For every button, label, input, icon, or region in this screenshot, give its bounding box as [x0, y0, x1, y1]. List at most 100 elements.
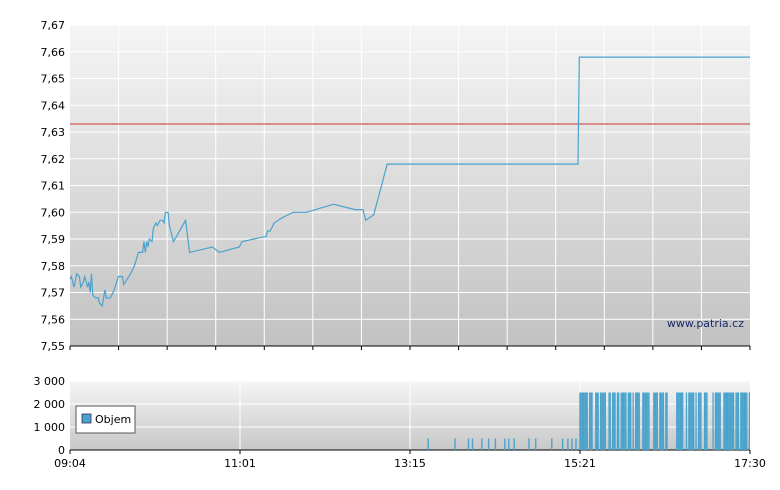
volume-bar: [706, 392, 708, 450]
volume-bar: [635, 392, 637, 450]
volume-bar: [567, 438, 569, 450]
volume-bar: [730, 392, 732, 450]
volume-bar: [645, 392, 648, 450]
volume-bar: [677, 392, 679, 450]
volume-bar: [586, 392, 588, 450]
volume-bar: [622, 392, 625, 450]
volume-bar: [591, 392, 593, 450]
volume-bar: [697, 392, 700, 450]
legend-label: Objem: [95, 413, 131, 426]
price-y-tick-label: 7,59: [41, 233, 66, 246]
volume-bar: [725, 392, 727, 450]
price-line: [69, 56, 750, 308]
volume-bar: [703, 392, 706, 450]
legend-swatch: [81, 413, 92, 424]
volume-bar: [535, 438, 537, 450]
volume-bar: [596, 392, 598, 450]
volume-bar: [636, 392, 638, 450]
volume-bar: [719, 392, 721, 450]
volume-bar: [685, 392, 688, 450]
volume-bar: [508, 438, 510, 450]
volume-bar: [700, 392, 702, 450]
volume-bar: [627, 392, 629, 450]
watermark: www.patria.cz: [667, 317, 744, 330]
volume-bar: [647, 392, 649, 450]
volume-bar: [661, 392, 663, 450]
volume-bar: [654, 392, 656, 450]
volume-bar: [561, 438, 564, 450]
volume-bar: [624, 392, 626, 450]
price-panel: 7,55 7,56 7,57 7,58 7,59 7,60 7,61 7,62 7,63 7,64…: [41, 19, 751, 353]
volume-bar: [728, 392, 730, 450]
volume-bar: [603, 392, 605, 450]
volume-bar: [595, 392, 597, 450]
volume-bar: [682, 392, 684, 450]
volume-bar: [699, 392, 701, 450]
volume-bar: [718, 392, 720, 450]
volume-bar: [638, 392, 640, 450]
volume-bar: [643, 392, 645, 450]
price-y-tick-label: 7,58: [41, 260, 66, 273]
volume-bar: [581, 392, 583, 450]
volume-bar: [679, 392, 681, 450]
volume-bar: [575, 438, 577, 450]
volume-bar: [630, 392, 632, 450]
volume-bar: [612, 392, 614, 450]
volume-y-tick-label: 0: [58, 444, 65, 457]
volume-bar: [676, 392, 678, 450]
volume-bar: [589, 392, 591, 450]
x-tick-label: 15:21: [564, 457, 596, 470]
volume-bar: [597, 392, 599, 450]
volume-bar: [729, 392, 731, 450]
volume-bar: [688, 392, 690, 450]
volume-bar: [551, 438, 553, 450]
volume-bar: [487, 438, 490, 450]
x-tick-label: 09:04: [54, 457, 86, 470]
volume-bar: [580, 392, 582, 450]
price-y-tick-label: 7,57: [41, 287, 66, 300]
volume-bar: [737, 392, 740, 450]
volume-bar: [666, 392, 668, 450]
volume-bar: [717, 392, 719, 450]
volume-bar: [642, 392, 644, 450]
volume-bar: [712, 392, 714, 450]
volume-bar: [745, 392, 747, 450]
price-y-tick-label: 7,67: [41, 19, 66, 32]
volume-bar: [618, 392, 620, 450]
volume-bar: [583, 392, 585, 450]
volume-bar: [621, 392, 623, 450]
volume-bar: [741, 392, 743, 450]
volume-bar: [714, 392, 717, 450]
volume-bar: [690, 392, 692, 450]
price-y-tick-label: 7,60: [41, 206, 66, 219]
volume-bar: [625, 392, 627, 450]
volume-bar: [695, 392, 697, 450]
volume-bar: [608, 392, 610, 450]
volume-bar: [680, 392, 683, 450]
volume-bar: [655, 392, 657, 450]
volume-bar: [678, 392, 680, 450]
volume-bar: [691, 392, 694, 450]
volume-bar: [637, 392, 639, 450]
volume-bar: [613, 392, 615, 450]
volume-bar: [689, 392, 691, 450]
volume-bar: [628, 392, 631, 450]
volume-y-tick-label: 3 000: [34, 375, 66, 388]
volume-bar: [620, 392, 622, 450]
volume-bar: [659, 392, 661, 450]
volume-bar: [653, 392, 655, 450]
volume-bar: [494, 438, 497, 450]
price-y-tick-label: 7,55: [41, 340, 66, 353]
legend-box: [75, 405, 136, 434]
volume-bar: [585, 392, 587, 450]
volume-bar: [614, 392, 616, 450]
x-tick-label: 17:30: [734, 457, 766, 470]
volume-bar: [609, 392, 611, 450]
volume-bar: [616, 392, 619, 450]
volume-bar: [454, 438, 456, 450]
volume-bar: [732, 392, 735, 450]
volume-bar: [726, 392, 729, 450]
volume-bar: [716, 392, 718, 450]
